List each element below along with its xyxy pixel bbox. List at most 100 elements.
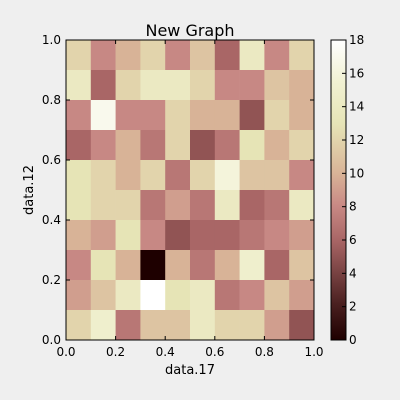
heatmap-cell [239, 280, 265, 311]
heatmap-cell [90, 70, 116, 101]
heatmap-cell [140, 310, 166, 341]
heatmap-cell [264, 280, 290, 311]
heatmap-cell [214, 100, 240, 131]
heatmap-cell [66, 100, 92, 131]
colorbar-tick-label: 6 [349, 233, 357, 247]
colorbar-tick-label: 4 [349, 266, 357, 280]
x-tick-label: 0.4 [156, 345, 175, 359]
heatmap-cell [190, 220, 216, 251]
heatmap-cell [140, 220, 166, 251]
heatmap-cell [190, 130, 216, 161]
heatmap-cell [90, 190, 116, 221]
chart-title: New Graph [145, 21, 234, 40]
x-tick-label: 0.6 [205, 345, 224, 359]
heatmap-cell [190, 190, 216, 221]
heatmap-cell [115, 190, 141, 221]
heatmap-cell [90, 280, 116, 311]
heatmap-cell [264, 310, 290, 341]
heatmap-cell [264, 130, 290, 161]
x-axis-label: data.17 [165, 363, 215, 378]
heatmap-cell [165, 40, 191, 71]
heatmap-cell [239, 40, 265, 71]
heatmap-cell [115, 160, 141, 191]
heatmap-cell [264, 220, 290, 251]
heatmap-cell [165, 100, 191, 131]
heatmap-cell [90, 160, 116, 191]
heatmap-cell [115, 280, 141, 311]
x-tick-label: 0.8 [255, 345, 274, 359]
colorbar-tick-label: 0 [349, 333, 357, 347]
heatmap-cell [140, 280, 166, 311]
heatmap-cell [90, 130, 116, 161]
heatmap-cell [165, 220, 191, 251]
heatmap-cell [289, 130, 315, 161]
heatmap-cell [115, 130, 141, 161]
heatmap-cell [264, 40, 290, 71]
heatmap-cell [264, 190, 290, 221]
heatmap-cell [90, 310, 116, 341]
colorbar-tick-label: 12 [349, 133, 364, 147]
heatmap-cell [289, 100, 315, 131]
colorbar-tick-label: 8 [349, 200, 357, 214]
heatmap-cell [214, 70, 240, 101]
heatmap-cell [115, 40, 141, 71]
y-tick-label: 0.0 [42, 333, 61, 347]
heatmap-cell [140, 130, 166, 161]
heatmap-cell [289, 220, 315, 251]
heatmap-cell [289, 280, 315, 311]
heatmap-cell [66, 220, 92, 251]
y-tick-label: 1.0 [42, 33, 61, 47]
heatmap-cell [66, 190, 92, 221]
y-tick-label: 0.8 [42, 93, 61, 107]
heatmap-cell [239, 70, 265, 101]
heatmap-cell [214, 190, 240, 221]
heatmap-cell [264, 70, 290, 101]
heatmap-cell [190, 100, 216, 131]
heatmap-cell [190, 160, 216, 191]
x-tick-label: 1.0 [304, 345, 323, 359]
heatmap-cell [90, 40, 116, 71]
y-axis-ticks: 0.0 0.2 0.4 0.6 0.8 1.0 [42, 33, 314, 347]
heatmap-cell [115, 220, 141, 251]
colorbar-tick-label: 14 [349, 100, 364, 114]
heatmap-cell [165, 160, 191, 191]
y-axis-label: data.12 [22, 165, 37, 215]
heatmap-cell [140, 190, 166, 221]
heatmap-cell [115, 310, 141, 341]
heatmap-cell [239, 130, 265, 161]
heatmap-cells [66, 40, 315, 341]
colorbar-ticks: 0 2 4 6 8 10 12 14 16 18 [342, 33, 364, 347]
heatmap-cell [264, 160, 290, 191]
heatmap-cell [115, 70, 141, 101]
heatmap-cell [289, 310, 315, 341]
x-axis-ticks: 0.0 0.2 0.4 0.6 0.8 1.0 [56, 40, 324, 359]
heatmap-cell [165, 70, 191, 101]
colorbar-tick-label: 16 [349, 66, 364, 80]
heatmap-cell [165, 280, 191, 311]
heatmap-cell [140, 160, 166, 191]
heatmap-cell [239, 100, 265, 131]
heatmap-cell [264, 250, 290, 281]
heatmap-cell [239, 220, 265, 251]
heatmap-cell [214, 220, 240, 251]
heatmap-cell [214, 160, 240, 191]
heatmap-cell [66, 280, 92, 311]
heatmap-cell [190, 310, 216, 341]
heatmap-cell [214, 280, 240, 311]
y-tick-label: 0.6 [42, 153, 61, 167]
heatmap-cell [90, 250, 116, 281]
heatmap-cell [264, 100, 290, 131]
heatmap-cell [190, 40, 216, 71]
colorbar-tick-label: 10 [349, 166, 364, 180]
heatmap-cell [289, 40, 315, 71]
heatmap-cell [165, 250, 191, 281]
colorbar [330, 39, 347, 341]
heatmap-cell [289, 190, 315, 221]
heatmap-cell [66, 310, 92, 341]
heatmap-cell [66, 160, 92, 191]
heatmap-cell [190, 280, 216, 311]
heatmap-cell [289, 250, 315, 281]
heatmap-cell [214, 310, 240, 341]
heatmap-cell [165, 130, 191, 161]
